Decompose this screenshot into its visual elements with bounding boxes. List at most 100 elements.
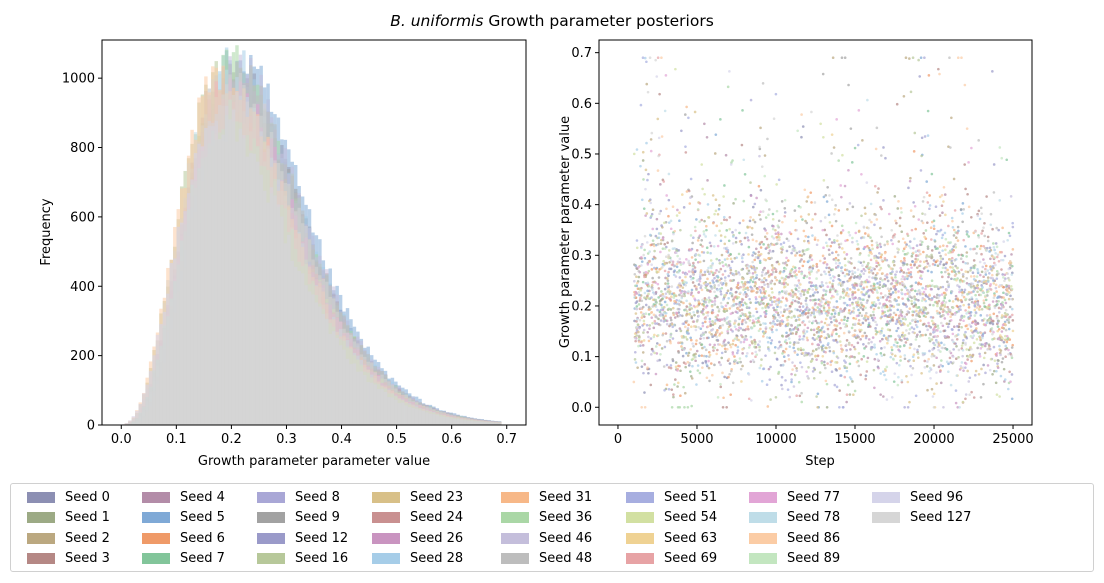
trace-point <box>758 278 761 281</box>
histogram-y-tick-label: 600 <box>70 210 95 225</box>
histogram-bar <box>145 384 149 425</box>
trace-point <box>988 321 992 325</box>
trace-point <box>969 314 973 317</box>
trace-point <box>995 300 999 303</box>
trace-point <box>740 322 744 326</box>
trace-point <box>874 273 878 277</box>
trace-point <box>676 385 679 388</box>
histogram-bar <box>255 115 260 426</box>
trace-point <box>964 366 967 369</box>
trace-point <box>755 266 759 270</box>
trace-point <box>718 204 721 207</box>
trace-point <box>861 321 865 325</box>
histogram-bar <box>124 422 129 425</box>
trace-point <box>936 229 940 233</box>
histogram-bar <box>273 160 277 425</box>
trace-point <box>893 195 897 198</box>
trace-point <box>741 328 745 332</box>
trace-point <box>719 239 723 243</box>
trace-point <box>793 373 797 377</box>
trace-point <box>757 184 761 188</box>
trace-point <box>727 239 731 243</box>
trace-point <box>648 324 652 327</box>
trace-point <box>821 344 825 347</box>
trace-point <box>850 161 854 164</box>
histogram-bar <box>138 420 142 425</box>
trace-point <box>651 257 655 261</box>
trace-point <box>965 281 969 285</box>
trace-point <box>873 357 877 361</box>
trace-point <box>896 308 900 312</box>
trace-point <box>989 257 992 261</box>
trace-point <box>840 56 844 60</box>
trace-point <box>749 360 753 363</box>
trace-point <box>816 290 819 294</box>
trace-point <box>813 338 816 342</box>
trace-point <box>731 330 734 333</box>
trace-point <box>758 261 762 265</box>
trace-point <box>876 191 879 194</box>
trace-point <box>822 195 826 199</box>
trace-point <box>1000 326 1004 329</box>
trace-point <box>965 232 969 236</box>
trace-point <box>827 248 831 252</box>
trace-point <box>992 163 996 166</box>
histogram-bar <box>352 341 357 425</box>
trace-point <box>952 348 955 351</box>
trace-point <box>743 236 747 240</box>
trace-point <box>638 299 642 302</box>
trace-point <box>877 256 880 259</box>
histogram-bar <box>259 115 263 425</box>
trace-point <box>749 278 752 282</box>
trace-point <box>664 282 667 285</box>
trace-point <box>772 306 775 310</box>
trace-point <box>673 316 677 319</box>
trace-point <box>950 277 953 281</box>
trace-point <box>837 209 841 212</box>
trace-point <box>827 266 831 270</box>
trace-point <box>649 383 653 387</box>
histogram-bar <box>131 416 136 425</box>
trace-point <box>994 381 998 385</box>
trace-point <box>701 346 704 350</box>
trace-point <box>879 245 883 249</box>
histogram-bar <box>224 84 229 425</box>
trace-point <box>691 241 694 245</box>
trace-point <box>862 355 866 358</box>
histogram-bar <box>338 321 343 425</box>
trace-point <box>1007 231 1011 235</box>
trace-point <box>640 365 644 368</box>
trace-point <box>1005 158 1009 162</box>
trace-point <box>843 318 846 322</box>
trace-point <box>669 316 672 320</box>
trace-point <box>896 326 900 330</box>
trace-point <box>740 242 743 246</box>
trace-point <box>734 240 738 244</box>
trace-point <box>660 347 664 350</box>
trace-point <box>928 194 931 197</box>
trace-point <box>983 305 986 308</box>
trace-point <box>981 332 985 336</box>
trace-point <box>996 325 1000 328</box>
trace-point <box>1004 277 1007 280</box>
trace-point <box>983 351 987 355</box>
trace-point <box>988 250 991 253</box>
trace-point <box>718 258 721 262</box>
trace-point <box>755 276 758 280</box>
trace-point <box>687 364 691 367</box>
histogram-bar <box>487 420 491 425</box>
trace-point <box>812 376 816 380</box>
trace-point <box>903 405 906 409</box>
trace-point <box>804 299 808 302</box>
trace-point <box>769 341 773 345</box>
histogram-bar <box>394 388 398 425</box>
trace-point <box>650 347 654 351</box>
trace-point <box>853 146 857 150</box>
trace-points <box>632 56 1015 409</box>
trace-point <box>650 212 654 216</box>
trace-point <box>668 260 671 264</box>
trace-point <box>666 282 670 285</box>
histogram-bar <box>287 183 291 425</box>
trace-point <box>823 228 827 232</box>
trace-point <box>970 215 973 219</box>
